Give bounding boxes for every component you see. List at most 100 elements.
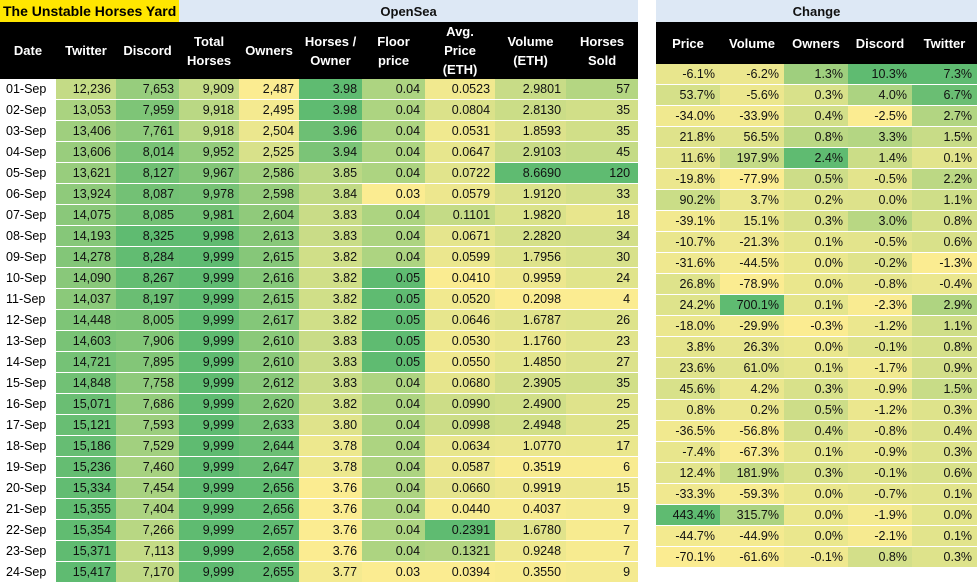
cell-floor-price[interactable]: 0.04 <box>362 435 426 457</box>
cell-volume[interactable]: 0.3550 <box>495 561 567 583</box>
change-cell-twitter[interactable]: 2.9% <box>912 294 977 316</box>
change-cell-volume[interactable]: -67.3% <box>720 441 784 463</box>
cell-discord[interactable]: 7,653 <box>116 79 180 100</box>
change-cell-discord[interactable]: -1.9% <box>848 504 912 526</box>
cell-date[interactable]: 19-Sep <box>0 456 56 478</box>
cell-floor-price[interactable]: 0.05 <box>362 309 426 331</box>
change-cell-owners[interactable]: 0.8% <box>784 126 848 148</box>
cell-owners[interactable]: 2,647 <box>239 456 300 478</box>
cell-volume[interactable]: 1.1760 <box>495 330 567 352</box>
cell-avg-price[interactable]: 0.0394 <box>425 561 496 583</box>
cell-total-horses[interactable]: 9,999 <box>179 267 240 289</box>
cell-total-horses[interactable]: 9,999 <box>179 351 240 373</box>
cell-twitter[interactable]: 14,448 <box>56 309 116 331</box>
cell-horses-sold[interactable]: 35 <box>566 120 639 142</box>
change-cell-discord[interactable]: 1.4% <box>848 147 912 169</box>
cell-avg-price[interactable]: 0.0530 <box>425 330 496 352</box>
cell-total-horses[interactable]: 9,998 <box>179 225 240 247</box>
cell-discord[interactable]: 8,085 <box>116 204 180 226</box>
change-cell-volume[interactable]: 197.9% <box>720 147 784 169</box>
cell-volume[interactable]: 1.4850 <box>495 351 567 373</box>
cell-horses-per-owner[interactable]: 3.83 <box>299 351 363 373</box>
change-cell-twitter[interactable]: 0.8% <box>912 210 977 232</box>
cell-floor-price[interactable]: 0.04 <box>362 456 426 478</box>
cell-floor-price[interactable]: 0.05 <box>362 351 426 373</box>
cell-avg-price[interactable]: 0.0722 <box>425 162 496 184</box>
cell-horses-per-owner[interactable]: 3.82 <box>299 246 363 268</box>
cell-volume[interactable]: 0.4037 <box>495 498 567 520</box>
cell-discord[interactable]: 8,325 <box>116 225 180 247</box>
change-cell-owners[interactable]: 0.0% <box>784 252 848 274</box>
change-cell-owners[interactable]: -0.3% <box>784 315 848 337</box>
change-cell-twitter[interactable]: -0.4% <box>912 273 977 295</box>
cell-avg-price[interactable]: 0.0520 <box>425 288 496 310</box>
cell-horses-per-owner[interactable]: 3.85 <box>299 162 363 184</box>
cell-date[interactable]: 01-Sep <box>0 79 56 100</box>
cell-owners[interactable]: 2,620 <box>239 393 300 415</box>
change-cell-volume[interactable]: -59.3% <box>720 483 784 505</box>
change-cell-price[interactable]: -31.6% <box>656 252 720 274</box>
cell-horses-sold[interactable]: 9 <box>566 561 639 583</box>
cell-total-horses[interactable]: 9,909 <box>179 79 240 100</box>
cell-twitter[interactable]: 15,334 <box>56 477 116 499</box>
cell-volume[interactable]: 1.9120 <box>495 183 567 205</box>
cell-date[interactable]: 08-Sep <box>0 225 56 247</box>
cell-date[interactable]: 20-Sep <box>0 477 56 499</box>
change-cell-volume[interactable]: -5.6% <box>720 84 784 106</box>
cell-floor-price[interactable]: 0.05 <box>362 267 426 289</box>
cell-avg-price[interactable]: 0.0998 <box>425 414 496 436</box>
change-cell-owners[interactable]: 2.4% <box>784 147 848 169</box>
cell-total-horses[interactable]: 9,999 <box>179 414 240 436</box>
cell-volume[interactable]: 1.7956 <box>495 246 567 268</box>
cell-owners[interactable]: 2,495 <box>239 99 300 121</box>
change-cell-volume[interactable]: -44.5% <box>720 252 784 274</box>
cell-floor-price[interactable]: 0.04 <box>362 162 426 184</box>
cell-horses-per-owner[interactable]: 3.77 <box>299 561 363 583</box>
change-cell-discord[interactable]: -0.8% <box>848 420 912 442</box>
cell-total-horses[interactable]: 9,999 <box>179 456 240 478</box>
change-cell-price[interactable]: -7.4% <box>656 441 720 463</box>
change-cell-twitter[interactable]: 0.6% <box>912 231 977 253</box>
change-cell-discord[interactable]: -0.2% <box>848 252 912 274</box>
change-cell-price[interactable]: 26.8% <box>656 273 720 295</box>
cell-avg-price[interactable]: 0.0531 <box>425 120 496 142</box>
change-cell-twitter[interactable]: 0.8% <box>912 336 977 358</box>
change-cell-volume[interactable]: 26.3% <box>720 336 784 358</box>
change-cell-price[interactable]: 53.7% <box>656 84 720 106</box>
cell-horses-per-owner[interactable]: 3.80 <box>299 414 363 436</box>
cell-horses-sold[interactable]: 34 <box>566 225 639 247</box>
cell-twitter[interactable]: 15,236 <box>56 456 116 478</box>
cell-total-horses[interactable]: 9,999 <box>179 288 240 310</box>
cell-discord[interactable]: 8,087 <box>116 183 180 205</box>
cell-volume[interactable]: 1.9820 <box>495 204 567 226</box>
change-cell-owners[interactable]: 0.1% <box>784 357 848 379</box>
change-cell-discord[interactable]: -0.1% <box>848 462 912 484</box>
cell-twitter[interactable]: 14,090 <box>56 267 116 289</box>
cell-avg-price[interactable]: 0.0587 <box>425 456 496 478</box>
cell-date[interactable]: 03-Sep <box>0 120 56 142</box>
cell-avg-price[interactable]: 0.0804 <box>425 99 496 121</box>
cell-discord[interactable]: 8,014 <box>116 141 180 163</box>
change-cell-twitter[interactable]: 2.7% <box>912 105 977 127</box>
change-cell-volume[interactable]: -33.9% <box>720 105 784 127</box>
cell-discord[interactable]: 7,404 <box>116 498 180 520</box>
cell-volume[interactable]: 8.6690 <box>495 162 567 184</box>
cell-total-horses[interactable]: 9,918 <box>179 99 240 121</box>
cell-horses-sold[interactable]: 24 <box>566 267 639 289</box>
cell-twitter[interactable]: 13,053 <box>56 99 116 121</box>
change-cell-price[interactable]: 90.2% <box>656 189 720 211</box>
change-cell-owners[interactable]: 0.3% <box>784 378 848 400</box>
cell-horses-sold[interactable]: 15 <box>566 477 639 499</box>
cell-horses-sold[interactable]: 120 <box>566 162 639 184</box>
change-cell-discord[interactable]: -0.1% <box>848 336 912 358</box>
cell-floor-price[interactable]: 0.04 <box>362 519 426 541</box>
cell-discord[interactable]: 7,906 <box>116 330 180 352</box>
cell-discord[interactable]: 7,761 <box>116 120 180 142</box>
change-cell-discord[interactable]: 3.0% <box>848 210 912 232</box>
cell-horses-sold[interactable]: 30 <box>566 246 639 268</box>
change-cell-volume[interactable]: 4.2% <box>720 378 784 400</box>
cell-floor-price[interactable]: 0.05 <box>362 330 426 352</box>
cell-date[interactable]: 12-Sep <box>0 309 56 331</box>
cell-volume[interactable]: 2.4900 <box>495 393 567 415</box>
cell-discord[interactable]: 7,529 <box>116 435 180 457</box>
